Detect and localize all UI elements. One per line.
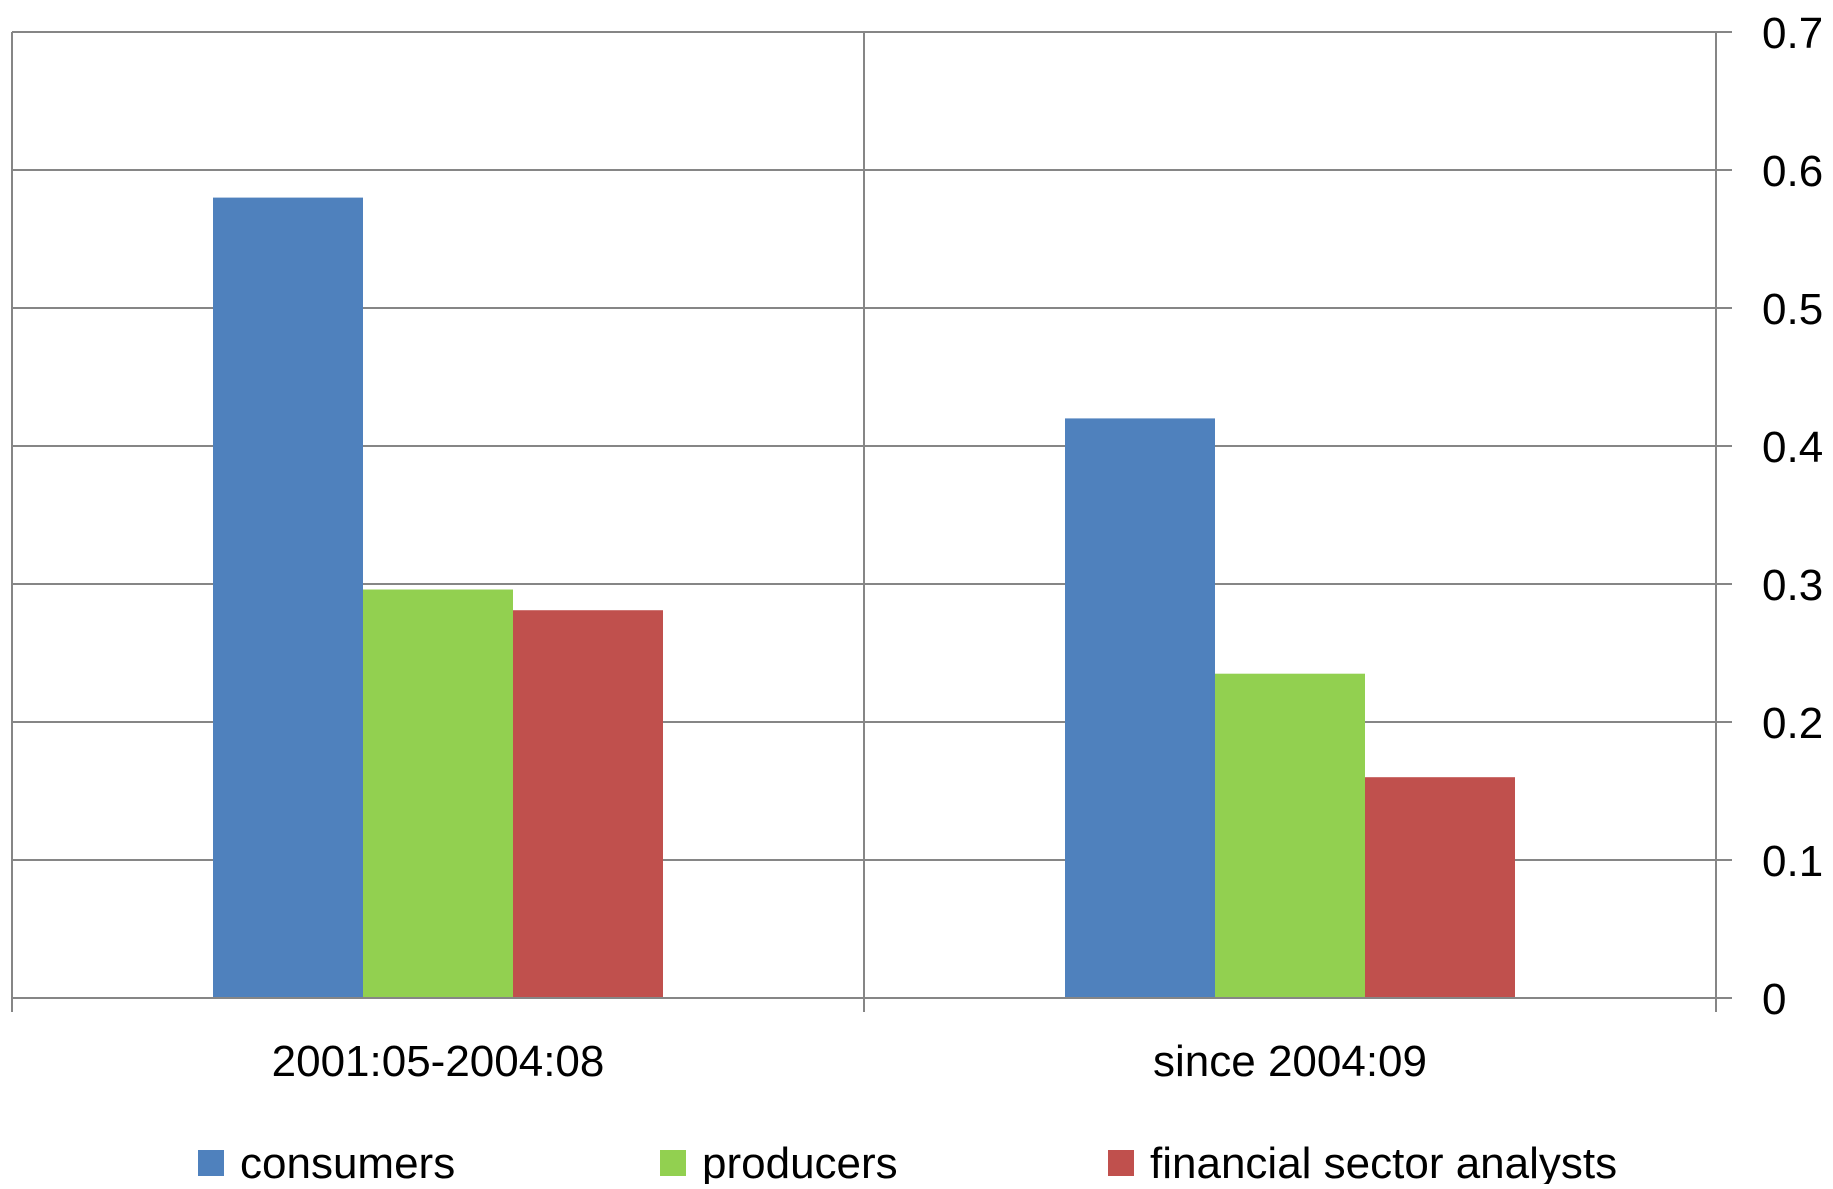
y-tick-label: 0.3 [1762,561,1823,610]
category-label: 2001:05-2004:08 [272,1037,605,1086]
y-tick-label: 0.5 [1762,285,1823,334]
bar-producers [1215,673,1365,998]
y-tick-labels: 0 0.1 0.2 0.3 0.4 0.5 0.6 0.7 [1762,9,1823,1024]
bar-financial-sector-analysts [1365,777,1515,998]
bar-financial-sector-analysts [513,610,663,998]
y-tick-label: 0.7 [1762,9,1823,58]
y-tick-label: 0.4 [1762,423,1823,472]
axes [11,31,1732,1012]
legend-label-financial-sector-analysts: financial sector analysts [1150,1139,1617,1184]
bars [213,197,1515,999]
legend: consumers producers financial sector analy… [198,1139,1617,1188]
y-tick-label: 0 [1762,975,1786,1024]
legend-label-producers: producers [702,1139,898,1184]
bar-consumers [213,197,363,999]
legend-swatch-producers [660,1150,686,1176]
category-label: since 2004:09 [1153,1037,1427,1086]
legend-swatch-financial-sector-analysts [1108,1150,1134,1176]
bar-consumers [1065,418,1215,998]
legend-swatch-consumers [198,1150,224,1176]
y-tick-label: 0.1 [1762,837,1823,886]
legend-label-consumers: consumers [240,1139,455,1184]
y-tick-label: 0.2 [1762,699,1823,748]
bar-producers [363,589,513,998]
category-labels: 2001:05-2004:08 since 2004:09 [272,1037,1427,1086]
y-tick-label: 0.6 [1762,147,1823,196]
